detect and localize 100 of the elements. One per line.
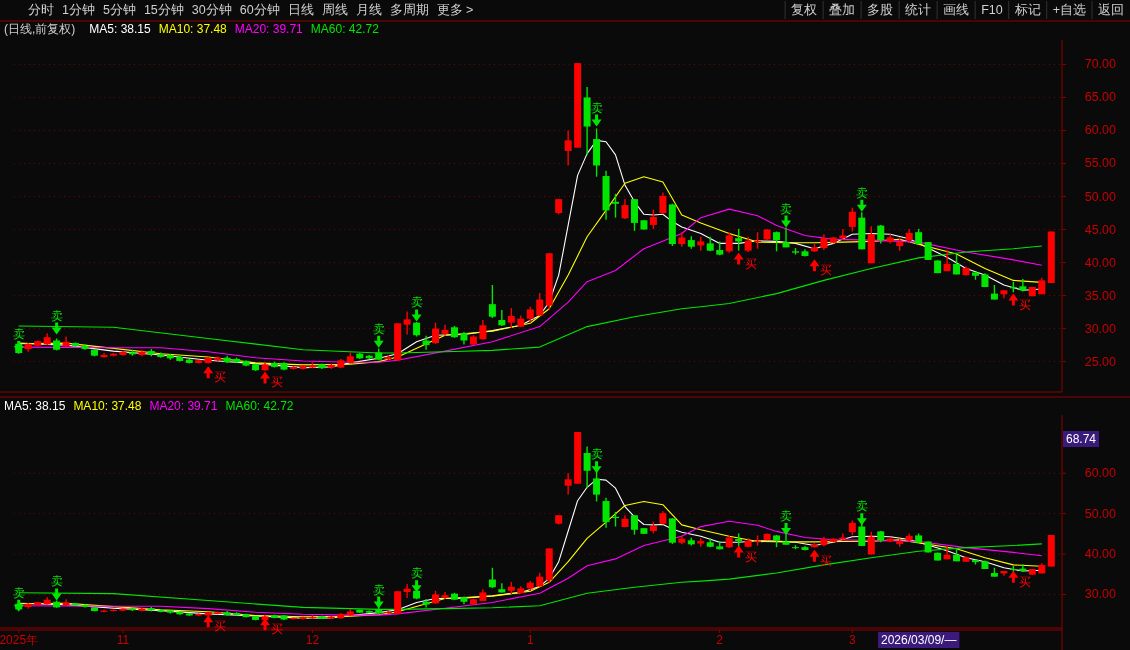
candlestick [432,321,440,345]
text: 分时 [28,3,54,17]
y-tick-label: 65.00 [1084,90,1117,105]
candlestick [488,284,496,319]
data-label: 卖 [590,447,603,462]
y-tick-label: 25.00 [1084,354,1117,369]
data-label: 买 [820,263,833,278]
data-label: 买 [820,553,833,568]
text: MA20: 39.71 [149,399,218,413]
text: 2026/03/09/— [881,633,957,647]
point [733,252,744,265]
y-tick-label: 35.00 [1084,288,1117,303]
candlestick [735,228,743,252]
text: MA10: 37.48 [73,399,142,413]
point [373,335,384,348]
candlestick [564,472,572,496]
data-label: 卖 [372,321,385,336]
data-label: 卖 [12,327,25,342]
candlestick [725,231,733,254]
point [203,615,214,628]
candlestick [621,198,629,220]
point [591,114,602,127]
point [856,513,867,526]
candlestick [498,309,506,327]
text: 60分钟 [239,3,280,17]
text: 叠加 [829,3,856,17]
y-tick-label: 55.00 [1084,156,1117,171]
text: MA10: 37.48 [158,22,228,36]
y-tick-label: 50.00 [1084,506,1117,521]
candlestick [943,545,951,560]
data-label: 卖 [590,100,603,115]
candlestick [403,310,411,336]
text: 15分钟 [143,3,184,17]
point [781,215,792,228]
text: 标记 [1013,3,1041,17]
text: F10 [981,3,1003,17]
x-tick-label: 2 [716,633,724,647]
candlestick [100,352,108,359]
point [1008,570,1019,583]
text: 月线 [355,3,382,17]
candlestick [839,228,847,241]
data-label: 买 [214,370,227,385]
x-tick-label: 3 [848,633,856,647]
data-label: 卖 [50,308,63,323]
y-tick-label: 40.00 [1084,547,1117,562]
data-label: 买 [744,256,757,271]
y-tick-label: 45.00 [1084,222,1117,237]
data-label: 卖 [12,585,25,600]
data-label: 卖 [410,566,423,581]
text: 多周期 [389,3,429,17]
chart-title: (日线,前复权) [4,22,76,36]
text: 更多 > [436,3,474,17]
data-label: 卖 [50,574,63,589]
data-label: 卖 [855,499,868,514]
data-label: 卖 [855,185,868,200]
y-tick-label: 60.00 [1084,466,1117,481]
y-tick-label: 30.00 [1084,587,1117,602]
text: 周线 [321,3,348,17]
text: MA60: 42.72 [225,399,294,413]
candlestick [536,292,544,317]
point [51,322,62,335]
candlestick [630,198,638,232]
point [809,259,820,272]
text: 日线 [287,3,314,17]
data-label: 买 [1019,574,1032,589]
candlestick [564,129,572,167]
text: 5分钟 [102,3,136,17]
text: MA5: 38.15 [4,399,66,413]
text: 画线 [943,3,970,17]
candlestick [507,307,515,329]
data-label: 卖 [410,295,423,310]
text: 返回 [1098,3,1124,17]
text: MA60: 42.72 [310,22,380,36]
point [856,199,867,212]
candlestick [839,532,847,541]
x-tick-label: 1 [526,633,534,647]
point [411,309,422,322]
x-tick-label: 2025年 [0,633,39,647]
text: 1分钟 [62,3,95,17]
x-tick-label: 12 [305,633,320,647]
text: 统计 [905,3,932,17]
candlestick [877,224,885,245]
text: MA20: 39.71 [234,22,304,36]
candlestick [649,209,657,230]
point [203,366,214,379]
candlestick [612,193,620,219]
point [591,461,602,474]
text: +自选 [1052,3,1086,17]
data-label: 卖 [780,508,793,523]
data-label: 买 [271,375,284,390]
point [13,599,24,612]
candlestick [630,514,638,536]
candlestick [488,567,496,589]
point [809,549,820,562]
candlestick [1019,278,1027,293]
data-label: 买 [1019,297,1032,312]
point [1008,293,1019,306]
point [373,596,384,609]
text: 68.74 [1066,432,1097,446]
text: 复权 [791,3,818,17]
